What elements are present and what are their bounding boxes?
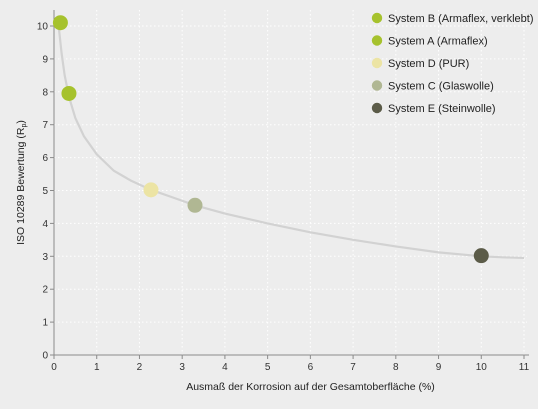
data-points bbox=[52, 15, 489, 264]
x-tick-label-5: 5 bbox=[265, 362, 271, 373]
y-axis-title-main: ISO 10289 Bewertung (R bbox=[15, 127, 27, 245]
legend-marker-0 bbox=[371, 12, 383, 24]
x-tick-label-6: 6 bbox=[308, 362, 314, 373]
y-tick-label-8: 8 bbox=[42, 87, 48, 98]
x-tick-label-10: 10 bbox=[476, 362, 488, 373]
y-tick-label-2: 2 bbox=[42, 285, 48, 296]
legend: System B (Armaflex, verklebt) System A (A… bbox=[371, 12, 533, 115]
y-axis-title-subscript: p bbox=[21, 124, 28, 128]
legend-label-0: System B (Armaflex, verklebt) bbox=[388, 13, 533, 25]
x-axis-ticks: 0 1 2 3 4 5 6 7 8 9 10 11 bbox=[51, 355, 530, 373]
y-axis-title: ISO 10289 Bewertung (Rp) bbox=[15, 120, 28, 245]
axes bbox=[53, 10, 529, 356]
y-tick-label-5: 5 bbox=[42, 186, 48, 197]
legend-marker-1 bbox=[371, 35, 383, 46]
y-tick-label-1: 1 bbox=[42, 318, 48, 329]
trend-curve bbox=[57, 22, 525, 260]
x-tick-label-3: 3 bbox=[179, 362, 185, 373]
legend-marker-3 bbox=[371, 80, 383, 91]
legend-marker-4 bbox=[371, 102, 383, 114]
y-tick-label-6: 6 bbox=[42, 153, 48, 164]
legend-label-4: System E (Steinwolle) bbox=[388, 103, 496, 115]
data-point-1 bbox=[61, 85, 77, 101]
x-tick-label-0: 0 bbox=[51, 362, 57, 373]
data-point-4 bbox=[473, 248, 489, 264]
y-axis-ticks: 0 1 2 3 4 5 6 7 8 9 10 bbox=[37, 22, 54, 362]
legend-marker-2 bbox=[371, 57, 383, 69]
grid bbox=[53, 10, 527, 356]
x-tick-label-4: 4 bbox=[222, 362, 228, 373]
y-axis-title-end: ) bbox=[15, 120, 27, 124]
legend-label-2: System D (PUR) bbox=[388, 58, 469, 70]
data-point-2 bbox=[143, 182, 159, 198]
y-tick-label-10: 10 bbox=[37, 22, 49, 33]
x-axis-title: Ausmaß der Korrosion auf der Gesamtoberf… bbox=[186, 381, 435, 393]
legend-label-1: System A (Armaflex) bbox=[388, 36, 488, 48]
x-tick-label-8: 8 bbox=[393, 362, 399, 373]
data-point-0 bbox=[52, 15, 68, 31]
y-tick-label-4: 4 bbox=[42, 219, 48, 230]
x-tick-label-9: 9 bbox=[436, 362, 442, 373]
legend-label-3: System C (Glaswolle) bbox=[388, 81, 494, 93]
y-tick-label-9: 9 bbox=[42, 54, 48, 65]
x-tick-label-1: 1 bbox=[94, 362, 100, 373]
y-tick-label-3: 3 bbox=[42, 252, 48, 263]
x-tick-label-2: 2 bbox=[137, 362, 143, 373]
data-point-3 bbox=[187, 197, 203, 213]
y-tick-label-0: 0 bbox=[42, 351, 48, 362]
y-tick-label-7: 7 bbox=[42, 120, 48, 131]
x-tick-label-7: 7 bbox=[350, 362, 356, 373]
x-tick-label-11: 11 bbox=[519, 362, 530, 373]
